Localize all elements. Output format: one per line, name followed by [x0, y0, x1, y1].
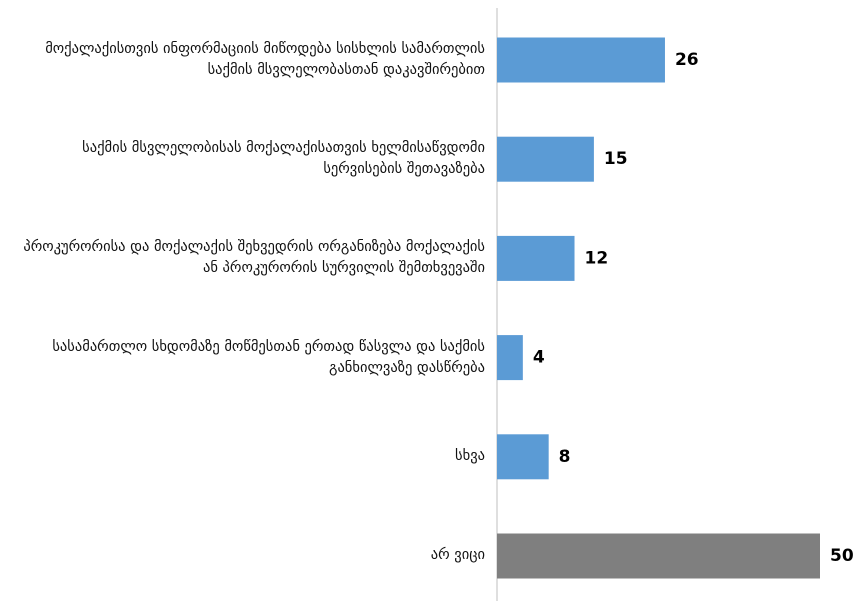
bar — [497, 136, 594, 182]
bar — [497, 533, 820, 579]
category-label: პროკურორისა და მოქალაქის შეხვედრის ორგან… — [23, 239, 485, 277]
value-label: 50 — [830, 546, 854, 566]
value-label: 15 — [604, 149, 628, 169]
bar — [497, 37, 665, 83]
value-label: 4 — [533, 348, 545, 368]
value-label: 26 — [675, 50, 699, 70]
value-label: 12 — [585, 248, 609, 268]
bar — [497, 335, 523, 381]
category-label: არ ვიცი — [430, 547, 485, 564]
category-label: სხვა — [455, 448, 485, 465]
bar — [497, 235, 575, 281]
category-label: მოქალაქისთვის ინფორმაციის მიწოდება სისხლ… — [45, 40, 485, 78]
category-label: საქმის მსვლელობისას მოქალაქისათვის ხელმი… — [82, 140, 485, 178]
value-label: 8 — [559, 447, 571, 467]
category-label: სასამართლო სხდომაზე მოწმესთან ერთად წასვ… — [52, 338, 485, 376]
bar — [497, 434, 549, 480]
